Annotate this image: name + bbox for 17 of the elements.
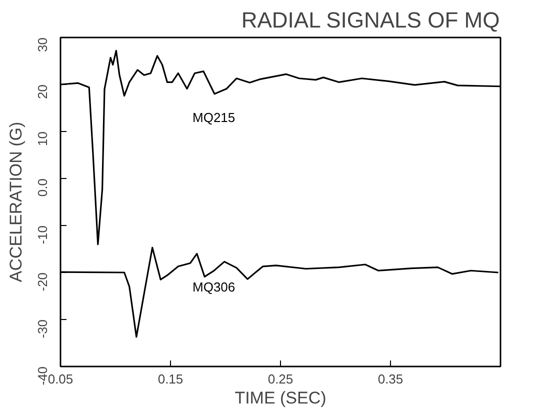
y-tick-label: -20 [35,272,50,292]
y-tick-label: 30 [35,37,50,52]
y-axis-title: ACCELERATION (G) [6,122,26,282]
y-tick-label: 20 [35,84,50,99]
x-axis-title: TIME (SEC) [234,388,326,408]
x-tick-label: 0.05 [48,372,74,386]
x-tick-label: 0.25 [268,372,294,386]
x-tick-label: 0.35 [378,372,404,386]
x-tick-label: 0.15 [158,372,184,386]
y-tick-label: 0.0 [35,178,50,197]
y-tick-label: -30 [35,319,50,338]
series-label: MQ215 [192,110,236,125]
series-label: MQ306 [192,279,236,294]
chart-title: RADIAL SIGNALS OF MQ [241,8,500,32]
y-tick-label: -10 [35,225,50,244]
y-tick-label: 10 [35,131,50,146]
y-tick-label: -40 [35,366,50,386]
